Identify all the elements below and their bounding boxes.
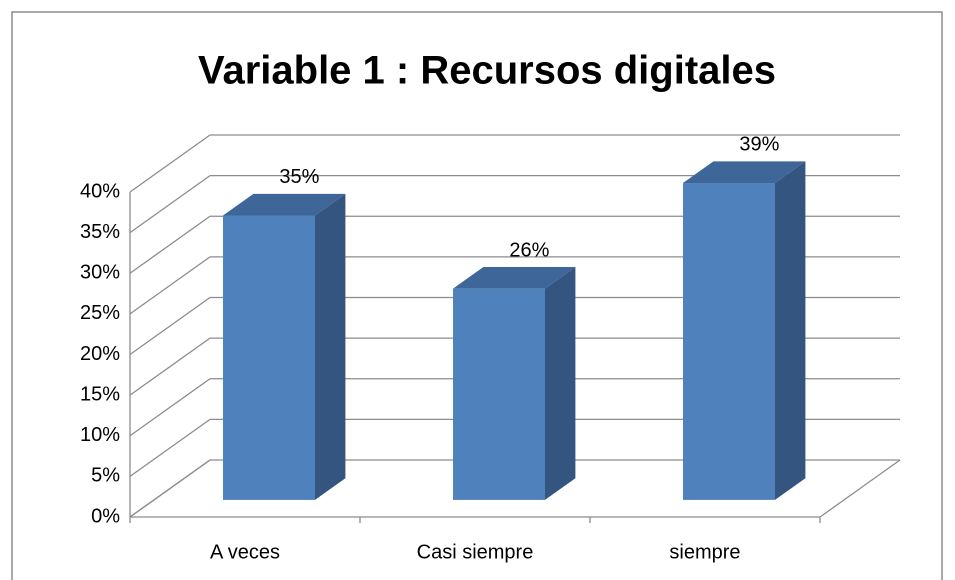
grid-line <box>129 296 211 356</box>
grid-line <box>129 459 211 518</box>
bar-side <box>315 193 346 500</box>
grid-line <box>129 134 211 193</box>
y-tick-label: 15% <box>80 383 120 405</box>
data-label: 39% <box>739 134 779 156</box>
grid-line <box>129 175 211 234</box>
bar <box>223 215 315 500</box>
y-tick-label: 20% <box>80 343 120 365</box>
y-tick-label: 35% <box>80 221 120 243</box>
y-tick-label: 0% <box>91 505 120 527</box>
y-tick-label: 40% <box>80 180 120 202</box>
data-label: 35% <box>279 166 319 188</box>
data-label: 26% <box>509 239 549 261</box>
bar-side <box>775 161 806 500</box>
grid-line <box>129 337 211 396</box>
y-tick-label: 10% <box>80 424 120 446</box>
y-tick-label: 5% <box>91 465 120 487</box>
x-tick-label: siempre <box>669 541 740 563</box>
grid-line <box>129 256 211 315</box>
grid-line <box>129 378 211 437</box>
bar-side <box>545 266 576 500</box>
y-tick-label: 25% <box>80 302 120 324</box>
grid-line <box>129 215 211 274</box>
chart-title: Variable 1 : Recursos digitales <box>198 49 776 93</box>
floor-edge <box>819 459 901 518</box>
bar-top <box>683 161 806 184</box>
x-tick-label: Casi siempre <box>417 541 534 563</box>
bar <box>453 288 545 500</box>
x-tick-label: A veces <box>210 541 280 563</box>
bar-top <box>223 193 346 216</box>
bar-top <box>453 266 576 289</box>
bar <box>683 183 775 500</box>
grid-line <box>129 418 211 477</box>
y-tick-label: 30% <box>80 262 120 284</box>
